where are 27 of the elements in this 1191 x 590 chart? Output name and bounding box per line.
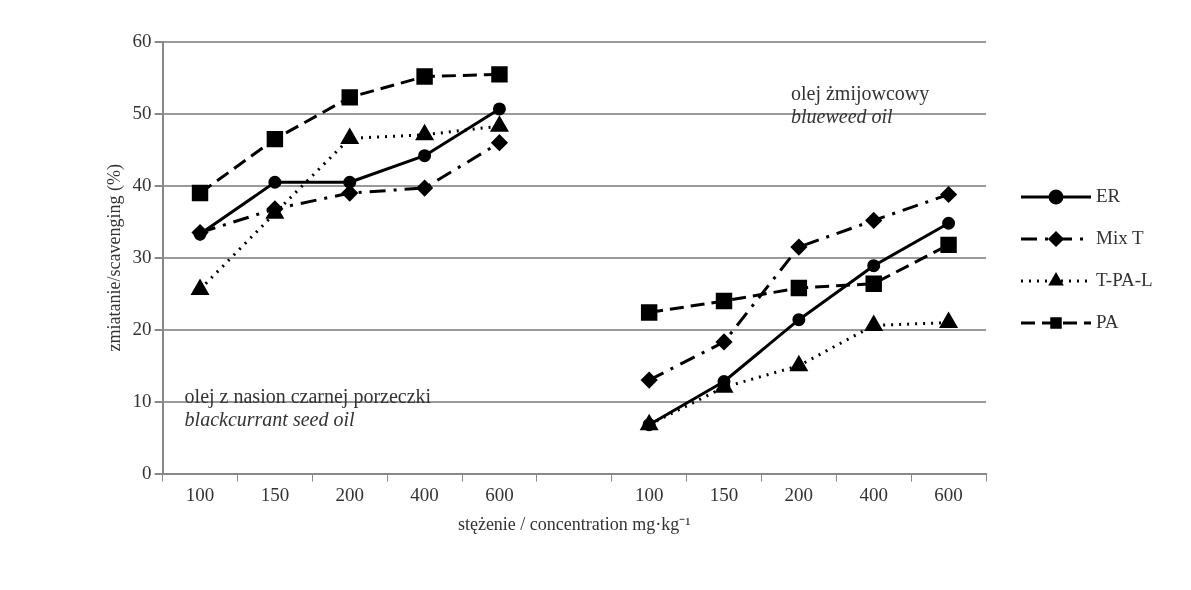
legend-label: PA [1096, 310, 1119, 332]
x-tick-label: 600 [934, 483, 963, 505]
y-tick-label: 20 [132, 317, 152, 339]
legend-label: ER [1096, 184, 1121, 206]
x-tick-label: 200 [784, 483, 814, 505]
y-tick-label: 30 [132, 245, 152, 267]
annotation: olej żmijowcowy [791, 82, 930, 106]
x-tick-label: 100 [634, 483, 664, 505]
legend-label: T-PA-L [1096, 268, 1153, 290]
y-tick-label: 60 [132, 29, 152, 51]
x-tick-label: 100 [185, 483, 215, 505]
y-tick-label: 0 [142, 461, 152, 483]
x-tick-label: 150 [709, 483, 739, 505]
x-tick-label: 150 [260, 483, 290, 505]
annotation: blackcurrant seed oil [184, 408, 355, 431]
x-axis-title: stężenie / concentration mg·kg⁻¹ [457, 513, 691, 534]
y-tick-label: 40 [132, 173, 152, 195]
x-tick-label: 400 [859, 483, 888, 505]
y-tick-label: 50 [132, 101, 152, 123]
y-axis-title: zmiatanie/scavenging (%) [103, 164, 125, 352]
legend-label: Mix T [1096, 226, 1145, 248]
annotation: blueweed oil [791, 105, 894, 128]
x-tick-label: 200 [335, 483, 364, 505]
x-tick-label: 600 [485, 483, 514, 505]
x-tick-label: 400 [410, 483, 439, 505]
y-tick-label: 10 [132, 389, 152, 411]
annotation: olej z nasion czarnej porzeczki [184, 385, 432, 409]
